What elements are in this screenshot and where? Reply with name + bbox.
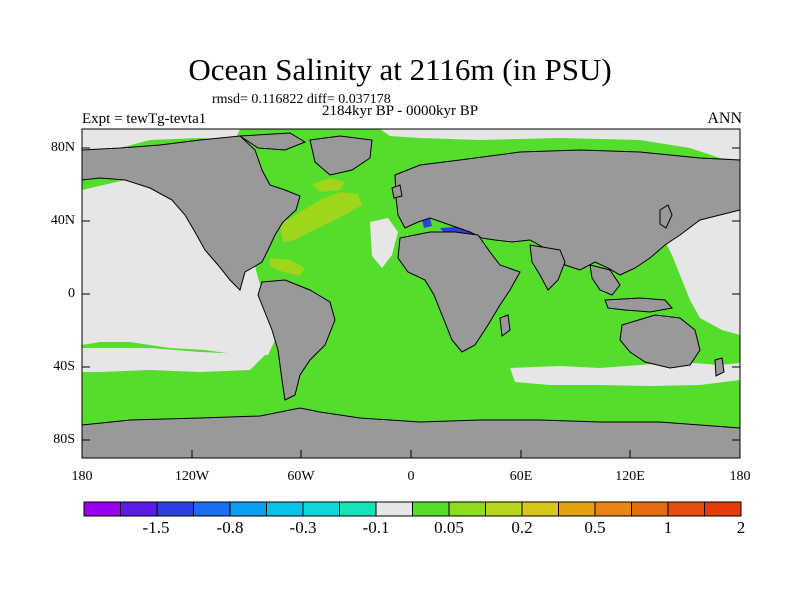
australia — [619, 314, 701, 369]
y-tick-label-80s: 80S — [53, 432, 75, 447]
y-tick-label-40n: 40N — [50, 213, 75, 228]
x-tick-label-120w: 120W — [174, 469, 210, 484]
x-tick-label-180e: 180 — [729, 469, 751, 484]
y-tick-label-0: 0 — [68, 286, 75, 301]
map-title: Ocean Salinity at 2116m (in PSU) — [188, 52, 612, 87]
arctic-neutral-1 — [82, 129, 240, 150]
colorbar-label: 1 — [663, 518, 673, 537]
land-masses — [81, 132, 741, 459]
colorbar-box — [594, 501, 632, 517]
colorbar-box — [521, 501, 559, 517]
new-zealand — [714, 357, 725, 377]
colorbar-box — [120, 501, 158, 517]
japan — [659, 204, 673, 229]
colorbar-box — [375, 501, 413, 517]
colorbar-box — [558, 501, 596, 517]
indonesia — [604, 297, 673, 313]
positive-anomaly-regions — [270, 178, 362, 276]
colorbar-box — [485, 501, 523, 517]
colorbar-box — [193, 501, 231, 517]
arctic-islands — [238, 132, 307, 151]
greenland — [309, 135, 373, 176]
colorbar-box — [704, 501, 742, 517]
y-tick-label-80n: 80N — [50, 140, 75, 155]
season-label: ANN — [707, 110, 742, 127]
x-tick-label-60e: 60E — [509, 469, 533, 484]
colorbar-box — [266, 501, 304, 517]
india — [529, 244, 566, 291]
colorbar-label: 0.2 — [511, 518, 533, 537]
colorbar-box — [156, 501, 194, 517]
x-tick-label-120e: 120E — [615, 469, 645, 484]
uk-islands — [391, 184, 403, 199]
southeast-asia — [589, 264, 621, 296]
colorbar-box — [83, 501, 121, 517]
period-line: 2184kyr BP - 0000kyr BP — [322, 103, 479, 119]
x-tick-label-60w: 60W — [287, 469, 315, 484]
south-america — [257, 279, 336, 401]
x-tick-marks — [81, 450, 741, 458]
africa — [397, 231, 521, 353]
stats-line: rmsd= 0.116822 diff= 0.037178 — [212, 92, 391, 107]
colorbar-label: -0.3 — [289, 518, 317, 537]
x-tick-label-0: 0 — [407, 469, 415, 484]
colorbar — [83, 501, 742, 517]
eurasia — [394, 149, 741, 276]
colorbar-label: 0.5 — [584, 518, 606, 537]
gulf-positive — [270, 258, 305, 276]
y-tick-label-40s: 40S — [53, 359, 75, 374]
east-atlantic-neutral — [370, 218, 398, 268]
colorbar-box — [412, 501, 450, 517]
colorbar-box — [229, 501, 267, 517]
y-tick-marks — [82, 147, 740, 441]
colorbar-box — [448, 501, 486, 517]
madagascar — [499, 314, 511, 337]
colorbar-label: -0.8 — [216, 518, 244, 537]
colorbar-label: -1.5 — [142, 518, 170, 537]
north-atlantic-positive — [280, 192, 362, 242]
x-tick-label-180w: 180 — [71, 469, 93, 484]
experiment-label: Expt = tewTg-tevta1 — [82, 111, 207, 127]
southern-neutral-1 — [82, 348, 265, 372]
indian-south-neutral — [510, 362, 740, 386]
colorbar-box — [339, 501, 377, 517]
colorbar-label: 2 — [736, 518, 746, 537]
north-atlantic-positive-2 — [312, 178, 345, 192]
north-america — [81, 135, 301, 291]
colorbar-box — [631, 501, 669, 517]
colorbar-box — [667, 501, 705, 517]
arctic-neutral-2 — [380, 129, 740, 160]
colorbar-box — [302, 501, 340, 517]
mediterranean-west-anomaly — [422, 218, 432, 228]
colorbar-label: 0.05 — [434, 518, 464, 537]
colorbar-label: -0.1 — [362, 518, 390, 537]
